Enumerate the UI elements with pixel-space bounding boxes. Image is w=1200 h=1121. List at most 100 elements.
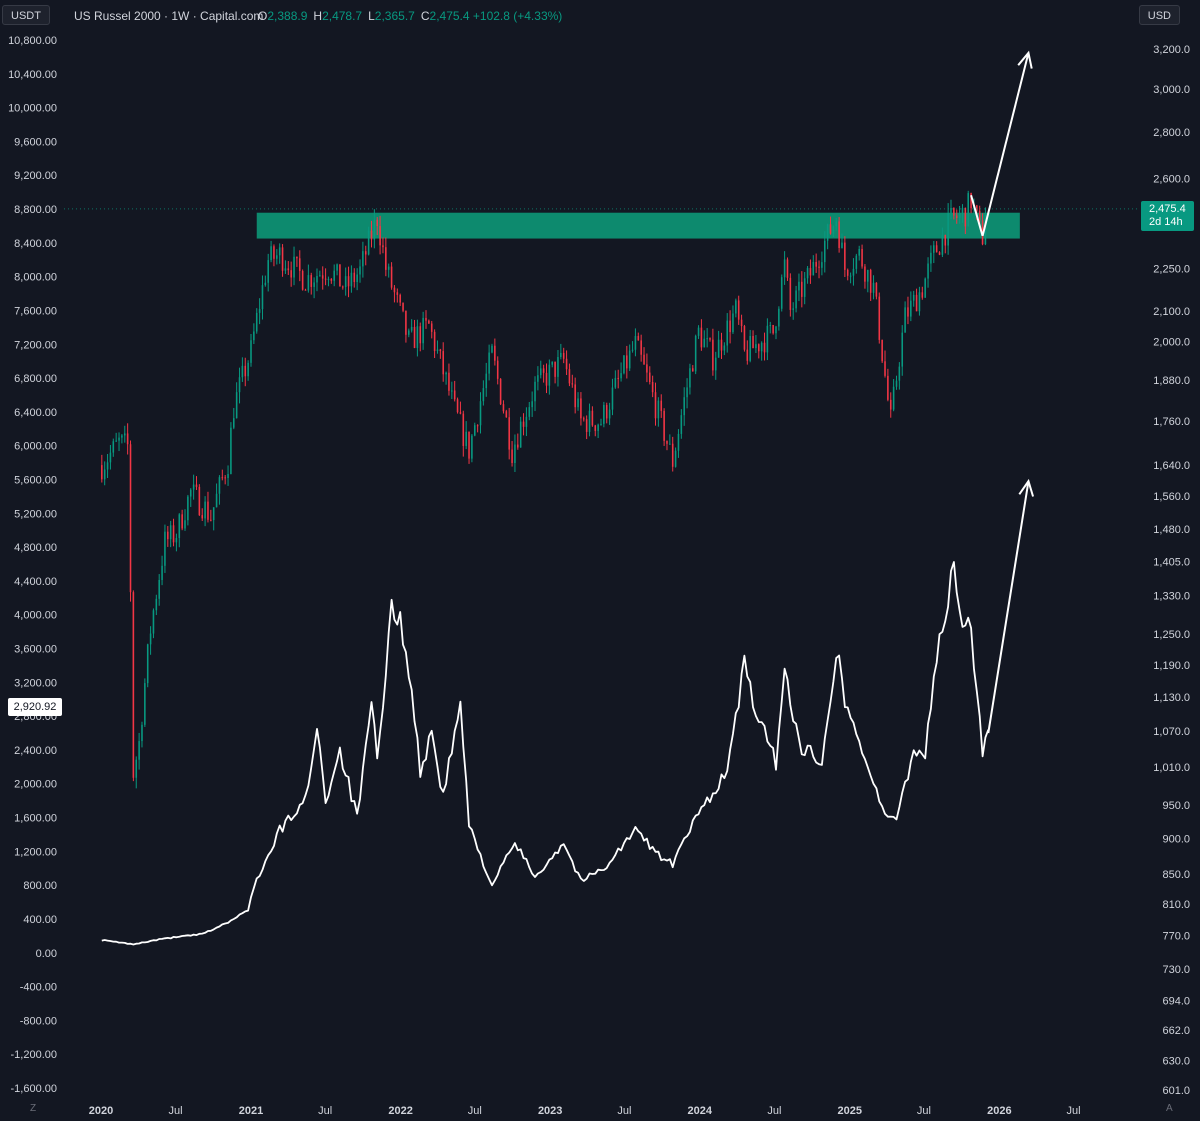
right-axis-label: 2,000.0 xyxy=(1153,337,1190,349)
candle-body xyxy=(101,465,103,480)
candle-body xyxy=(780,277,783,309)
candle-body xyxy=(683,397,685,416)
candle-body xyxy=(402,302,404,311)
candle-body xyxy=(103,469,106,480)
left-axis-label: 5,200.00 xyxy=(14,508,57,520)
candle-body xyxy=(892,386,895,410)
candle-body xyxy=(106,462,109,470)
candle-body xyxy=(462,413,465,446)
ohlc-high-value: 2,478.7 xyxy=(322,9,363,23)
candle-body xyxy=(379,226,381,246)
candle-body xyxy=(362,251,364,267)
candle-body xyxy=(539,368,542,376)
candle-body xyxy=(714,357,717,371)
candle-body xyxy=(580,398,582,419)
candle-body xyxy=(522,421,525,427)
candle-body xyxy=(614,377,617,388)
candle-body xyxy=(838,221,840,248)
right-axis-label: 850.0 xyxy=(1162,869,1190,881)
x-axis-label: 2022 xyxy=(388,1105,412,1117)
candle-body xyxy=(382,245,384,248)
candle-body xyxy=(984,214,987,245)
candle-body xyxy=(795,290,797,309)
candle-body xyxy=(752,335,754,349)
candle-body xyxy=(712,339,714,371)
ohlc-close-value: 2,475.4 +102.8 (+4.33%) xyxy=(429,9,563,23)
candle-body xyxy=(339,264,341,287)
candle-body xyxy=(591,410,594,426)
candle-body xyxy=(109,452,112,463)
candle-body xyxy=(413,326,416,348)
right-axis-label: 1,330.0 xyxy=(1153,591,1190,603)
candle-body xyxy=(290,270,292,278)
x-axis-label: Jul xyxy=(318,1105,332,1117)
candle-body xyxy=(932,245,935,253)
candle-body xyxy=(419,326,422,344)
candle-body xyxy=(861,248,863,267)
candle-body xyxy=(829,224,832,234)
candle-body xyxy=(663,410,665,441)
projection-arrow-overlay xyxy=(987,481,1030,734)
candle-body xyxy=(812,261,815,276)
candle-body xyxy=(551,361,554,365)
bar-countdown: 2d 14h xyxy=(1149,216,1183,228)
candle-body xyxy=(430,323,433,332)
candle-body xyxy=(588,410,591,432)
candle-body xyxy=(803,278,806,297)
candle-body xyxy=(867,270,869,282)
candle-body xyxy=(387,266,390,270)
candle-body xyxy=(261,285,264,310)
candle-body xyxy=(152,610,155,634)
x-axis-label: Jul xyxy=(767,1105,781,1117)
last-price-value: 2,475.4 xyxy=(1149,203,1186,215)
candle-body xyxy=(611,387,614,410)
right-currency-button[interactable]: USD xyxy=(1138,5,1180,25)
candle-body xyxy=(267,260,270,283)
right-axis-label: 1,760.0 xyxy=(1153,416,1190,428)
candle-body xyxy=(161,565,163,580)
candle-body xyxy=(574,384,576,408)
candle-body xyxy=(930,252,932,264)
candle-body xyxy=(445,372,447,375)
candle-body xyxy=(792,308,795,310)
candle-body xyxy=(456,399,459,413)
candle-body xyxy=(605,404,608,419)
left-axis-label: 2,000.00 xyxy=(14,779,57,791)
candle-body xyxy=(720,339,723,351)
candle-body xyxy=(646,364,648,373)
left-axis-label: -1,200.00 xyxy=(11,1049,57,1061)
zoom-reset-icon[interactable]: Z xyxy=(30,1103,37,1114)
candle-body xyxy=(433,331,436,352)
candle-body xyxy=(878,296,881,340)
symbol-title[interactable]: US Russel 2000 · 1W · Capital.com xyxy=(74,9,264,23)
candle-body xyxy=(571,383,574,385)
candle-body xyxy=(405,310,407,335)
left-currency-button[interactable]: USDT xyxy=(2,5,50,25)
candle-body xyxy=(600,423,602,425)
candle-body xyxy=(620,373,622,379)
right-axis-label: 770.0 xyxy=(1162,931,1190,943)
ohlc-open-key: O xyxy=(258,9,268,23)
left-axis-label: 2,400.00 xyxy=(14,745,57,757)
candle-body xyxy=(565,358,568,370)
right-axis-label: 2,100.0 xyxy=(1153,306,1190,318)
candle-body xyxy=(769,324,772,326)
left-axis-label: 7,200.00 xyxy=(14,339,57,351)
x-axis-label: Jul xyxy=(468,1105,482,1117)
candle-body xyxy=(293,256,295,278)
candle-body xyxy=(597,424,599,431)
candle-body xyxy=(138,741,140,760)
auto-scale-icon[interactable]: A xyxy=(1166,1103,1173,1114)
right-axis-label: 1,070.0 xyxy=(1153,726,1190,738)
candle-body xyxy=(924,278,926,298)
candle-body xyxy=(511,449,513,464)
projection-arrow-price xyxy=(981,52,1030,237)
left-axis-label: 10,400.00 xyxy=(8,69,57,81)
candle-body xyxy=(548,364,551,386)
candle-body xyxy=(485,373,488,389)
candle-body xyxy=(755,344,757,349)
candle-body xyxy=(247,362,249,377)
candle-body xyxy=(603,404,605,424)
